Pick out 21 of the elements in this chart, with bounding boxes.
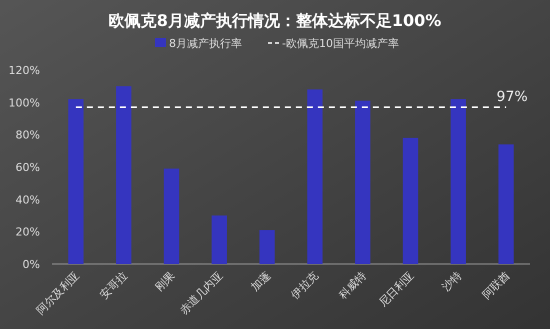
data-label: 97% [496, 89, 528, 106]
x-tick-label: 赤道几内亚 [177, 268, 226, 318]
y-tick-label: 60% [16, 161, 40, 174]
legend-label: -欧佩克10国平均减产率 [282, 37, 399, 50]
x-tick-label: 阿尔及利亚 [34, 268, 82, 318]
x-tick-label: 阿联酋 [480, 268, 512, 302]
y-tick-label: 20% [16, 226, 40, 239]
x-tick-label: 沙特 [440, 268, 464, 294]
y-tick-label: 100% [8, 96, 40, 110]
x-tick-label: 科威特 [336, 268, 369, 302]
legend-label: 8月减产执行率 [169, 37, 242, 50]
y-tick-label: 0% [22, 258, 40, 271]
y-tick-label: 120% [8, 64, 40, 77]
x-tick-label: 尼日利亚 [376, 268, 417, 310]
x-tick-label: 刚果 [152, 268, 178, 294]
x-tick-label: 伊拉克 [288, 268, 322, 302]
x-tick-label: 安哥拉 [97, 268, 130, 302]
y-tick-label: 80% [16, 128, 40, 142]
y-tick-label: 40% [16, 193, 40, 206]
x-tick-label: 加蓬 [248, 268, 274, 294]
chart-title: 欧佩克8月减产执行情况：整体达标不足100% [108, 11, 442, 30]
